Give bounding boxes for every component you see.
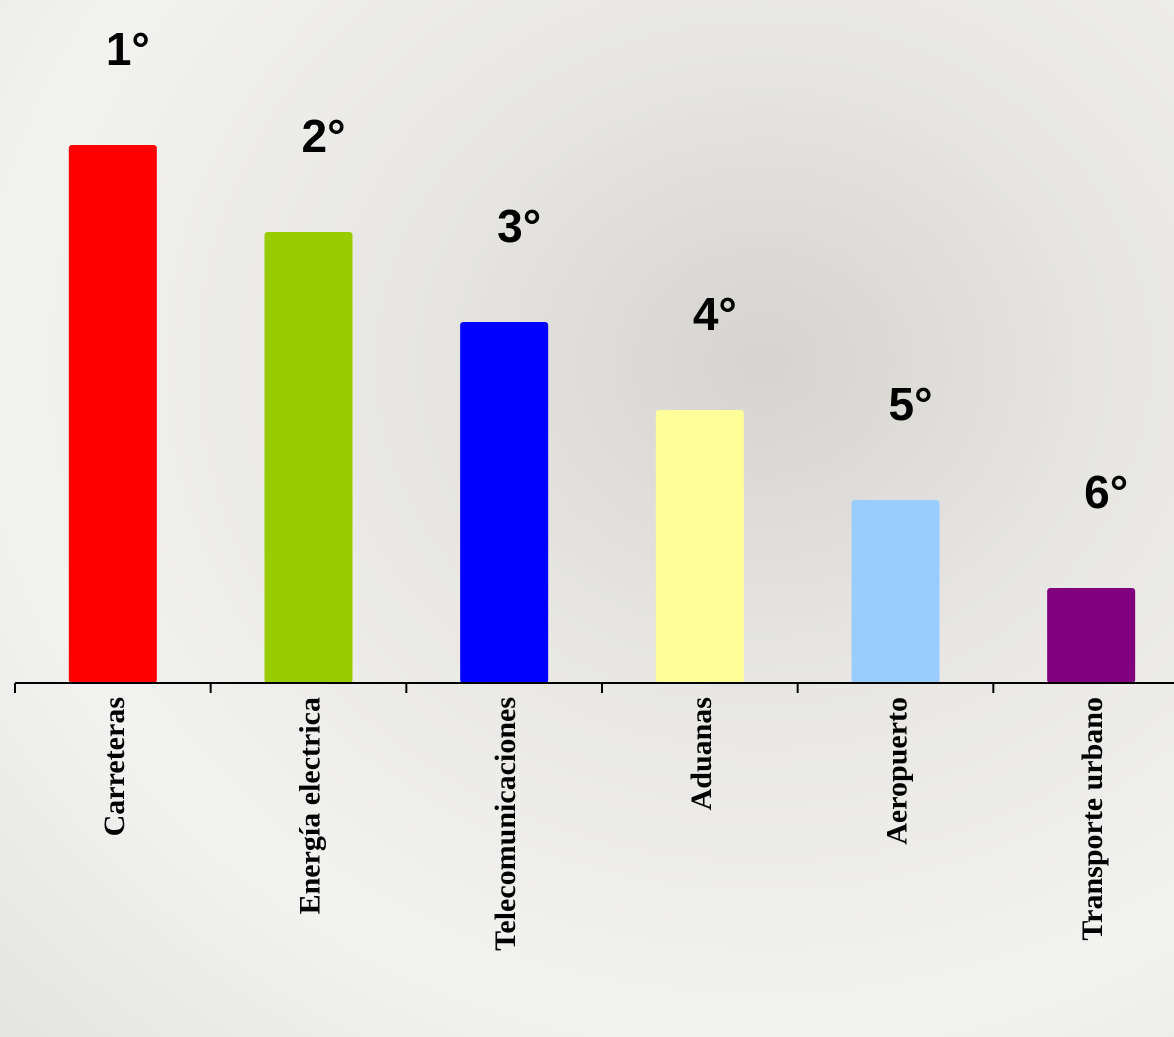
bar <box>851 500 940 683</box>
bar <box>1047 588 1136 683</box>
rank-label: 3° <box>497 200 541 252</box>
bar <box>460 322 549 683</box>
rank-label: 1° <box>106 23 150 75</box>
x-tick-label: Transporte urbano <box>1076 697 1109 941</box>
x-tick-label: Energía electrica <box>294 697 327 914</box>
x-tick-label: Telecomunicaciones <box>489 697 522 951</box>
bar <box>68 145 157 683</box>
x-tick-label: Aduanas <box>685 697 718 810</box>
bar <box>655 410 744 683</box>
rank-label: 4° <box>693 288 737 340</box>
rank-label: 2° <box>302 110 346 162</box>
bar <box>264 232 353 683</box>
rank-label: 5° <box>889 378 933 430</box>
rank-label: 6° <box>1084 466 1128 518</box>
x-tick-label: Aeropuerto <box>881 697 914 845</box>
x-tick-label: Carreteras <box>98 697 131 836</box>
